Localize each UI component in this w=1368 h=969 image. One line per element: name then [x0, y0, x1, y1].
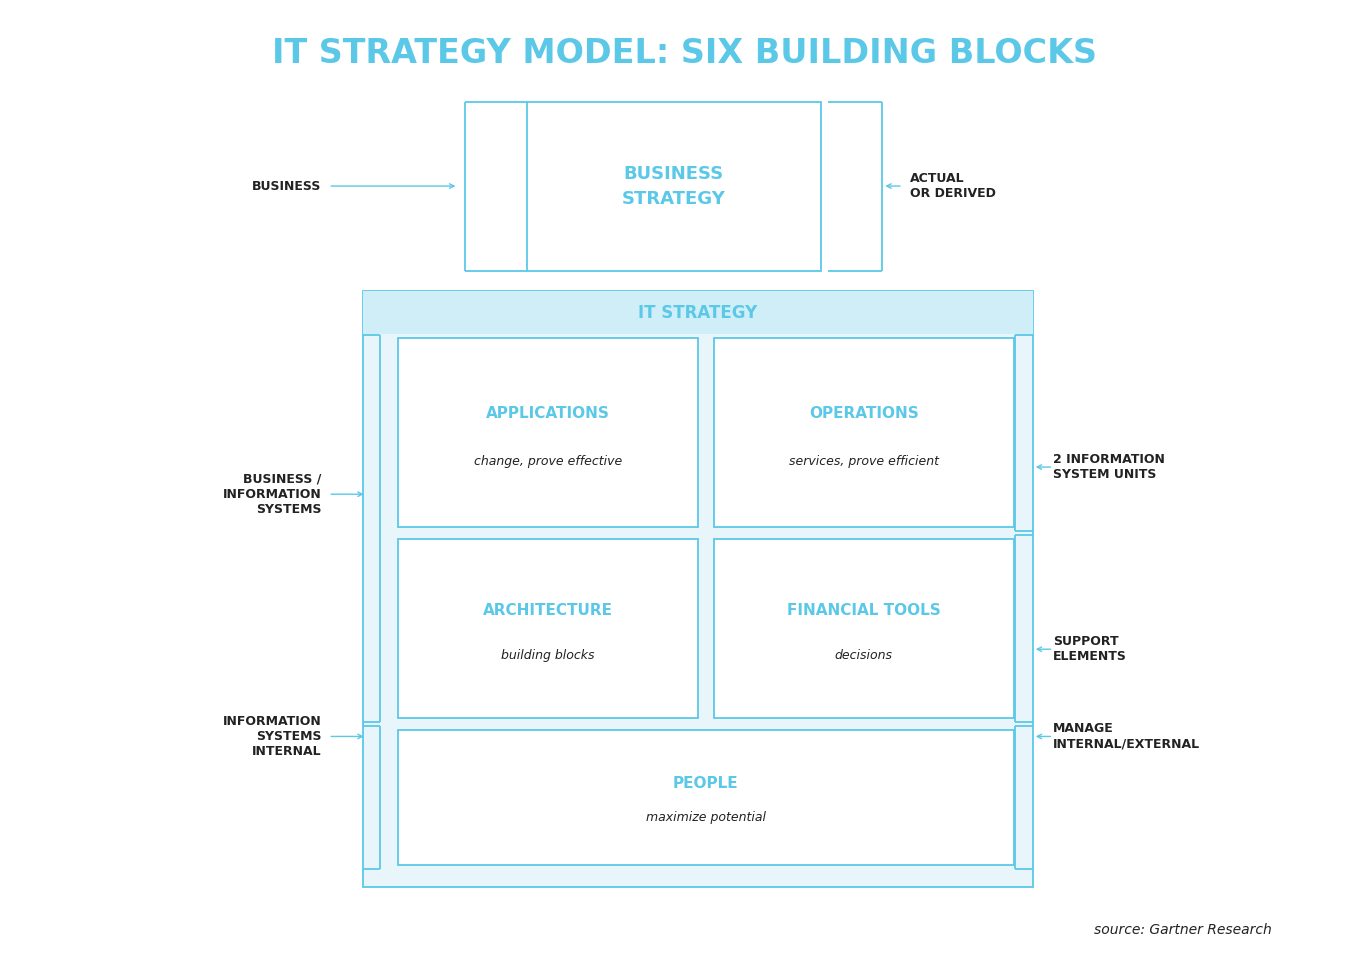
Text: building blocks: building blocks	[501, 649, 595, 662]
Bar	[398, 338, 698, 527]
Text: FINANCIAL TOOLS: FINANCIAL TOOLS	[787, 603, 941, 618]
Text: PEOPLE: PEOPLE	[673, 776, 739, 792]
Text: IT STRATEGY: IT STRATEGY	[637, 303, 758, 322]
Bar	[398, 539, 698, 718]
Text: maximize potential: maximize potential	[646, 811, 766, 825]
Text: ARCHITECTURE: ARCHITECTURE	[483, 603, 613, 618]
Text: decisions: decisions	[834, 649, 893, 662]
Text: 2 INFORMATION
SYSTEM UNITS: 2 INFORMATION SYSTEM UNITS	[1053, 453, 1166, 481]
Text: INFORMATION
SYSTEMS
INTERNAL: INFORMATION SYSTEMS INTERNAL	[223, 715, 321, 758]
Bar	[714, 338, 1014, 527]
Text: services, prove efficient: services, prove efficient	[789, 454, 938, 467]
Text: BUSINESS
STRATEGY: BUSINESS STRATEGY	[622, 165, 725, 208]
Text: MANAGE
INTERNAL/EXTERNAL: MANAGE INTERNAL/EXTERNAL	[1053, 723, 1201, 750]
Text: APPLICATIONS: APPLICATIONS	[486, 406, 610, 422]
Bar	[398, 730, 1014, 865]
Text: OPERATIONS: OPERATIONS	[808, 406, 919, 422]
Text: change, prove effective: change, prove effective	[473, 454, 622, 467]
Text: IT STRATEGY MODEL: SIX BUILDING BLOCKS: IT STRATEGY MODEL: SIX BUILDING BLOCKS	[271, 37, 1097, 70]
Bar	[363, 291, 1033, 887]
Text: SUPPORT
ELEMENTS: SUPPORT ELEMENTS	[1053, 636, 1127, 663]
Text: BUSINESS /
INFORMATION
SYSTEMS: BUSINESS / INFORMATION SYSTEMS	[223, 473, 321, 516]
Text: source: Gartner Research: source: Gartner Research	[1094, 923, 1272, 937]
Text: BUSINESS: BUSINESS	[252, 179, 321, 193]
Bar	[363, 291, 1033, 334]
Text: ACTUAL
OR DERIVED: ACTUAL OR DERIVED	[910, 172, 996, 200]
Bar	[527, 102, 821, 271]
Bar	[714, 539, 1014, 718]
